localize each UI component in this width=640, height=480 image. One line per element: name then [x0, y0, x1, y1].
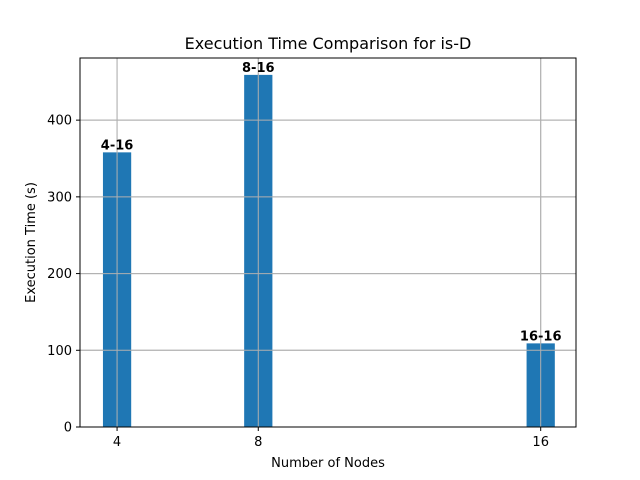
y-axis-title: Execution Time (s): [24, 182, 39, 303]
bar-value-label: 8-16: [242, 61, 275, 76]
bar-value-labels: 4-16 8-16 16-16: [101, 61, 562, 345]
x-axis-title: Number of Nodes: [271, 456, 385, 471]
y-tick-label: 200: [47, 267, 72, 282]
bar-value-label: 16-16: [520, 329, 562, 344]
bar-value-label: 4-16: [101, 138, 134, 153]
axis-ticks: 4 8 16 0 100 200 300 400: [47, 114, 549, 450]
y-tick-label: 0: [64, 421, 72, 436]
y-tick-label: 100: [47, 344, 72, 359]
x-tick-label: 16: [532, 435, 549, 450]
y-tick-label: 300: [47, 190, 72, 205]
x-tick-label: 4: [113, 435, 121, 450]
x-tick-label: 8: [254, 435, 262, 450]
chart-title: Execution Time Comparison for is-D: [185, 34, 472, 53]
axes-frame: [79, 57, 577, 428]
y-tick-label: 400: [47, 114, 72, 129]
